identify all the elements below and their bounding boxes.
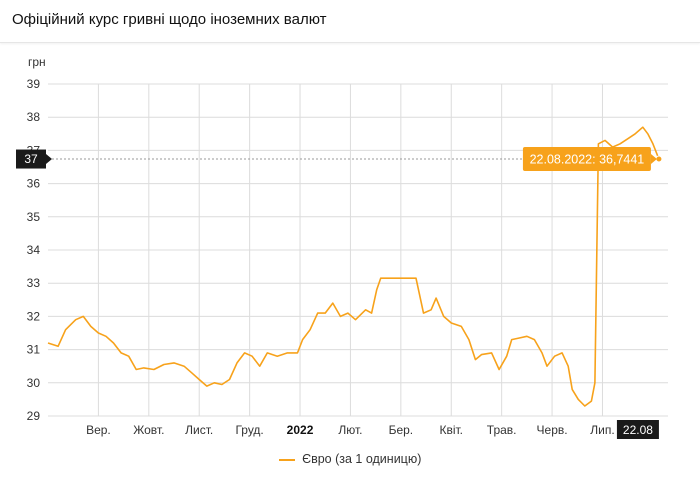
y-tick-label: 32 xyxy=(27,309,41,323)
x-tick-label: Лип. xyxy=(590,423,614,437)
tooltip-text: 22.08.2022: 36,7441 xyxy=(530,153,645,167)
tooltip: 22.08.2022: 36,7441 xyxy=(522,147,657,172)
x-crosshair-badge: 22.08 xyxy=(616,420,659,439)
y-crosshair-badge: 37 xyxy=(16,149,52,169)
y-crosshair-value: 37 xyxy=(24,152,38,166)
y-tick-label: 35 xyxy=(27,210,41,224)
x-tick-label: Трав. xyxy=(487,423,517,437)
header: Офіційний курс гривні щодо іноземних вал… xyxy=(0,0,700,43)
x-tick-label: Вер. xyxy=(86,423,111,437)
x-crosshair-value: 22.08 xyxy=(623,423,653,437)
y-axis: 29 30 31 32 33 34 35 36 37 38 39 xyxy=(27,77,41,423)
x-tick-label: Лют. xyxy=(338,423,362,437)
y-tick-label: 29 xyxy=(27,409,41,423)
y-tick-label: 36 xyxy=(27,177,41,191)
y-axis-unit: грн xyxy=(28,55,46,69)
chart-grid xyxy=(48,83,668,417)
x-tick-label: Груд. xyxy=(235,423,263,437)
x-axis: Вер. Жовт. Лист. Груд. 2022 Лют. Бер. Квіт. Трав… xyxy=(86,423,615,437)
legend-swatch xyxy=(278,458,295,461)
x-tick-label: 2022 xyxy=(287,423,314,437)
y-tick-label: 33 xyxy=(27,276,41,290)
x-tick-label: Жовт. xyxy=(133,423,164,437)
x-tick-label: Бер. xyxy=(389,423,414,437)
y-tick-label: 30 xyxy=(27,376,41,390)
x-tick-label: Черв. xyxy=(537,423,568,437)
x-tick-label: Лист. xyxy=(185,423,213,437)
legend[interactable]: Євро (за 1 одиницю) xyxy=(0,452,700,466)
series-line-euro[interactable] xyxy=(47,126,660,407)
x-tick-label: Квіт. xyxy=(439,423,463,437)
y-tick-label: 39 xyxy=(27,77,41,91)
page-title: Офіційний курс гривні щодо іноземних вал… xyxy=(12,11,327,28)
legend-label: Євро (за 1 одиницю) xyxy=(302,452,422,466)
y-tick-label: 34 xyxy=(27,243,41,257)
y-tick-label: 38 xyxy=(27,110,41,124)
y-tick-label: 31 xyxy=(27,343,41,357)
